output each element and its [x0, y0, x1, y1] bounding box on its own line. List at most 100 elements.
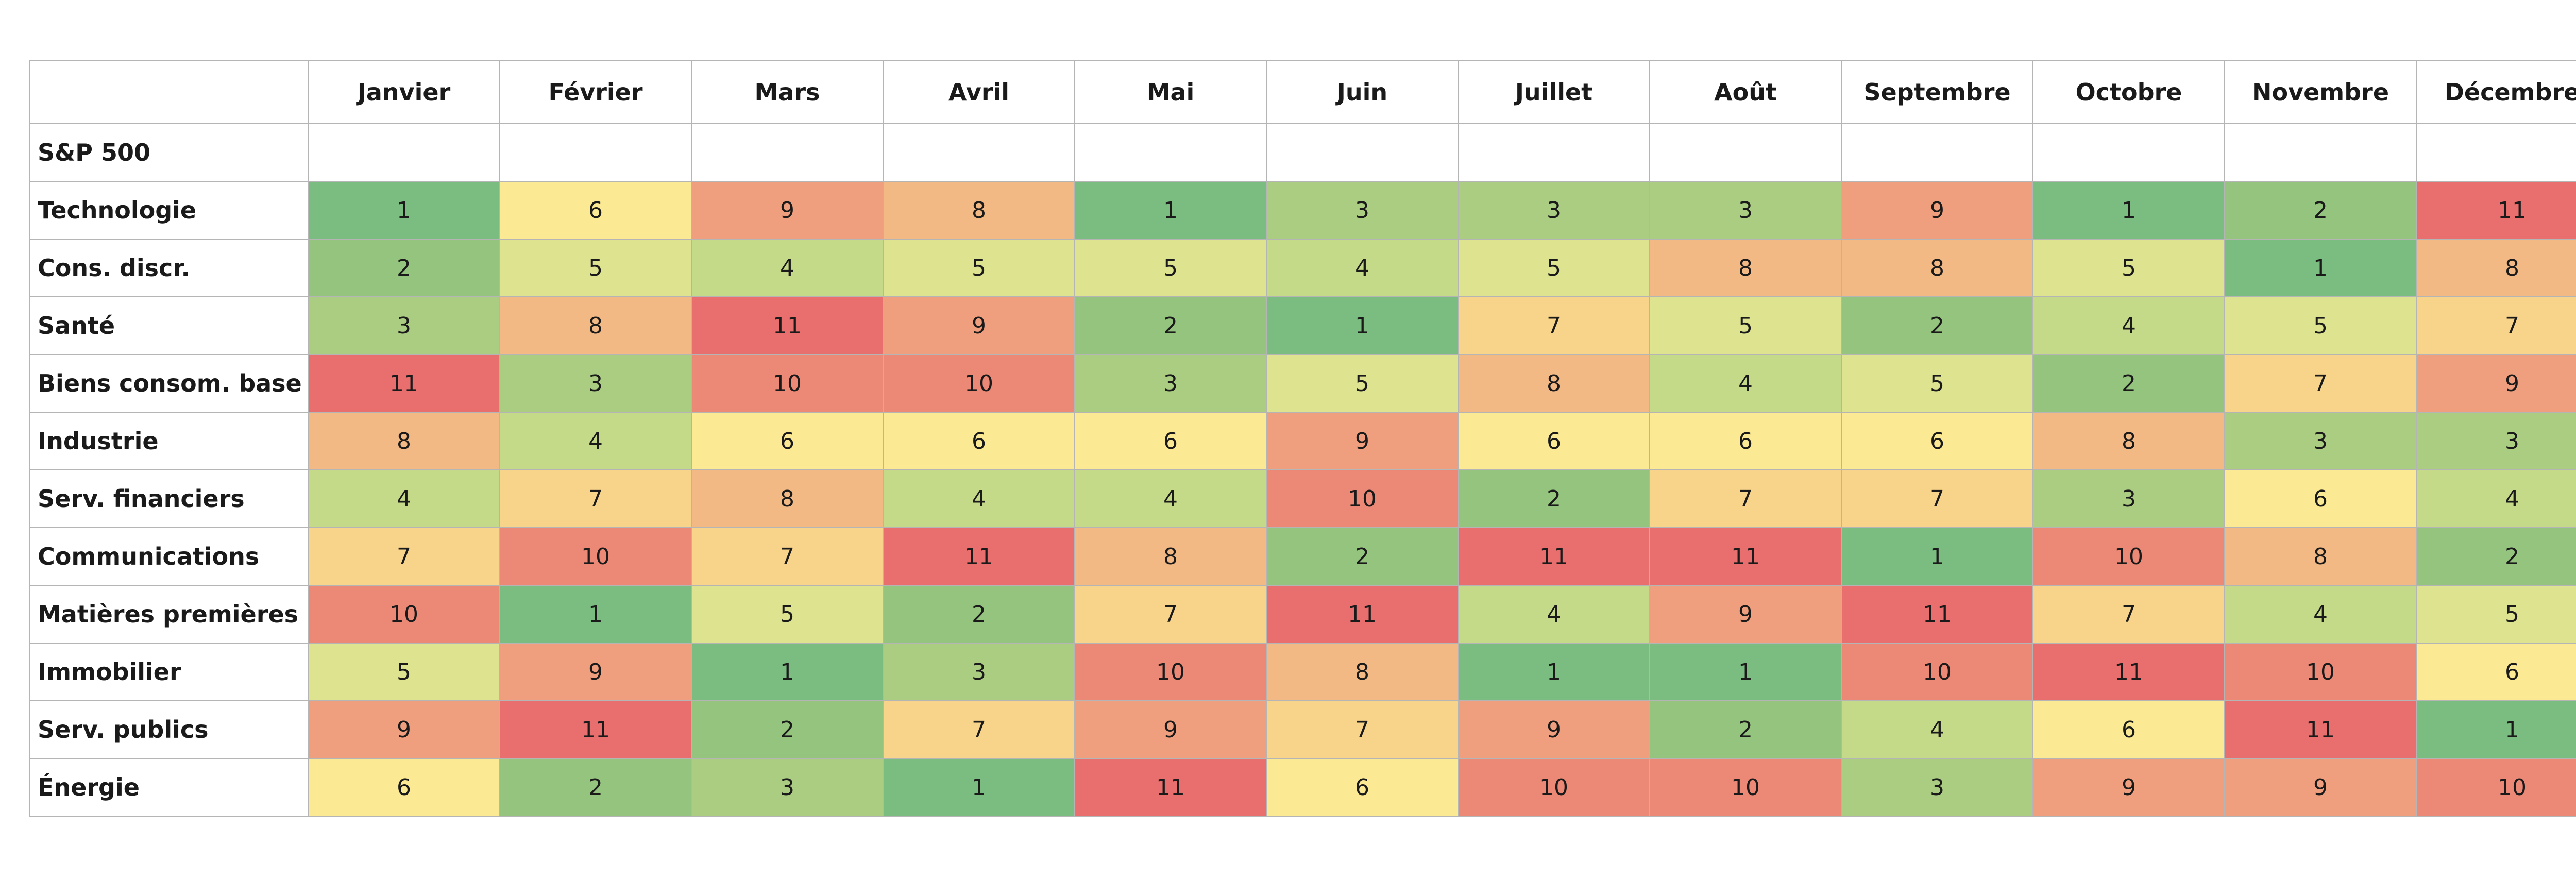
heatmap-cell: 5	[1841, 354, 2033, 413]
row-label: Communications	[29, 527, 309, 586]
heatmap-cell: 5	[2224, 296, 2417, 355]
heatmap-cell: 11	[1841, 585, 2033, 644]
column-header-9: Septembre	[1841, 60, 2033, 124]
heatmap-cell: 11	[1649, 527, 1842, 586]
heatmap-cell: 5	[1074, 239, 1267, 297]
row-label: Biens consom. base	[29, 354, 309, 413]
heatmap-cell: 6	[1649, 412, 1842, 470]
heatmap-cell: 6	[1458, 412, 1650, 470]
heatmap-cell: 9	[2416, 354, 2576, 413]
heatmap-cell: 9	[2032, 758, 2225, 817]
heatmap-cell: 2	[1841, 296, 2033, 355]
heatmap-cell: 7	[2032, 585, 2225, 644]
table-row: Biens consom. base 11 3 10 10 3 5 8 4 5 2 7 9	[29, 354, 2576, 413]
heatmap-cell: 5	[883, 239, 1075, 297]
heatmap-cell: 11	[2416, 181, 2576, 240]
heatmap-cell: 1	[2416, 700, 2576, 759]
heatmap-cell: 9	[1074, 700, 1267, 759]
row-label: Industrie	[29, 412, 309, 470]
column-header-1: Janvier	[308, 60, 500, 124]
heatmap-cell: 9	[1266, 412, 1459, 470]
heatmap-cell: 7	[308, 527, 500, 586]
heatmap-cell: 9	[308, 700, 500, 759]
heatmap-cell: 2	[2032, 354, 2225, 413]
group-empty-cell	[2032, 123, 2225, 182]
table-row: Technologie 1 6 9 8 1 3 3 3 9 1 2 11	[29, 181, 2576, 240]
heatmap-cell: 1	[691, 643, 884, 701]
heatmap-cell: 8	[1841, 239, 2033, 297]
heatmap-cell: 9	[1841, 181, 2033, 240]
group-empty-cell	[691, 123, 884, 182]
heatmap-cell: 1	[308, 181, 500, 240]
heatmap-cell: 3	[1841, 758, 2033, 817]
corner-cell	[29, 60, 309, 124]
heatmap-cell: 11	[1074, 758, 1267, 817]
heatmap-cell: 3	[1649, 181, 1842, 240]
heatmap-cell: 3	[883, 643, 1075, 701]
heatmap-cell: 10	[1074, 643, 1267, 701]
table-row: Communications 7 10 7 11 8 2 11 11 1 10 8 2	[29, 527, 2576, 586]
group-label: S&P 500	[29, 123, 309, 182]
header-row: Janvier Février Mars Avril Mai Juin Juillet Aoû…	[29, 60, 2576, 124]
heatmap-cell: 8	[2032, 412, 2225, 470]
heatmap-cell: 6	[499, 181, 692, 240]
heatmap-cell: 2	[1074, 296, 1267, 355]
heatmap-cell: 4	[2032, 296, 2225, 355]
heatmap-cell: 2	[308, 239, 500, 297]
heatmap-cell: 5	[691, 585, 884, 644]
heatmap-cell: 9	[1458, 700, 1650, 759]
heatmap-cell: 3	[1074, 354, 1267, 413]
heatmap-cell: 9	[691, 181, 884, 240]
heatmap-cell: 8	[499, 296, 692, 355]
heatmap-cell: 11	[308, 354, 500, 413]
group-empty-cell	[2416, 123, 2576, 182]
heatmap-cell: 8	[691, 469, 884, 528]
heatmap-cell: 2	[1458, 469, 1650, 528]
group-row: S&P 500	[29, 123, 2576, 182]
group-empty-cell	[883, 123, 1075, 182]
heatmap-cell: 6	[1074, 412, 1267, 470]
table-row: Cons. discr. 2 5 4 5 5 4 5 8 8 5 1 8	[29, 239, 2576, 297]
column-header-2: Février	[499, 60, 692, 124]
heatmap-cell: 6	[2416, 643, 2576, 701]
column-header-7: Juillet	[1458, 60, 1650, 124]
heatmap-cell: 8	[1458, 354, 1650, 413]
column-header-8: Août	[1649, 60, 1842, 124]
table-row: Immobilier 5 9 1 3 10 8 1 1 10 11 10 6	[29, 643, 2576, 701]
column-header-12: Décembre	[2416, 60, 2576, 124]
heatmap-cell: 1	[2032, 181, 2225, 240]
heatmap-cell: 1	[499, 585, 692, 644]
heatmap-cell: 5	[1266, 354, 1459, 413]
row-label: Immobilier	[29, 643, 309, 701]
heatmap-cell: 1	[1458, 643, 1650, 701]
heatmap-cell: 4	[1458, 585, 1650, 644]
heatmap-cell: 4	[1649, 354, 1842, 413]
heatmap-cell: 11	[691, 296, 884, 355]
heatmap-cell: 10	[2224, 643, 2417, 701]
heatmap-cell: 1	[2224, 239, 2417, 297]
heatmap-cell: 7	[883, 700, 1075, 759]
heatmap-cell: 6	[308, 758, 500, 817]
heatmap-cell: 1	[1649, 643, 1842, 701]
table-row: Matières premières 10 1 5 2 7 11 4 9 11 7 4 5	[29, 585, 2576, 644]
row-label: Serv. publics	[29, 700, 309, 759]
heatmap-cell: 7	[1458, 296, 1650, 355]
heatmap-cell: 3	[1266, 181, 1459, 240]
heatmap-cell: 5	[499, 239, 692, 297]
heatmap-cell: 6	[1266, 758, 1459, 817]
group-empty-cell	[1841, 123, 2033, 182]
heatmap-cell: 7	[1266, 700, 1459, 759]
heatmap-cell: 10	[1266, 469, 1459, 528]
heatmap-table: Janvier Février Mars Avril Mai Juin Juillet Aoû…	[29, 60, 2576, 817]
heatmap-cell: 3	[2032, 469, 2225, 528]
table-row: Industrie 8 4 6 6 6 9 6 6 6 8 3 3	[29, 412, 2576, 470]
heatmap-cell: 4	[2416, 469, 2576, 528]
heatmap-cell: 3	[499, 354, 692, 413]
heatmap-cell: 9	[883, 296, 1075, 355]
heatmap-cell: 8	[2224, 527, 2417, 586]
row-label: Santé	[29, 296, 309, 355]
group-empty-cell	[1074, 123, 1267, 182]
heatmap-cell: 3	[308, 296, 500, 355]
row-label: Matières premières	[29, 585, 309, 644]
heatmap-cell: 7	[1649, 469, 1842, 528]
